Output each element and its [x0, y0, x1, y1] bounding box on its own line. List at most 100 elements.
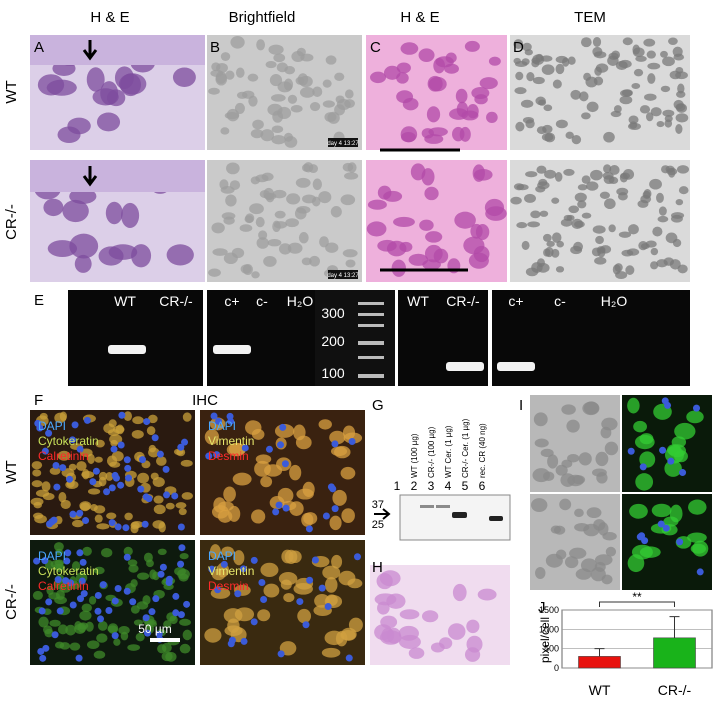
row-label: CR-/-	[3, 584, 20, 620]
cell	[563, 168, 575, 176]
cell	[342, 249, 358, 258]
cell	[468, 252, 489, 269]
lane-number: 4	[445, 479, 452, 493]
cell	[433, 58, 445, 74]
cell	[666, 167, 678, 176]
cell	[81, 468, 90, 480]
cell	[127, 644, 141, 651]
lane-number: 3	[428, 479, 435, 493]
cell	[408, 253, 429, 266]
cell	[143, 552, 153, 563]
nucleus	[63, 557, 71, 565]
cell	[148, 444, 156, 453]
cell	[570, 89, 581, 100]
cell	[57, 450, 71, 461]
cell	[536, 126, 547, 135]
cell	[662, 56, 675, 67]
cell	[401, 132, 416, 143]
cell	[594, 561, 606, 572]
cell	[93, 566, 105, 575]
cell	[379, 570, 401, 587]
cell	[421, 610, 439, 623]
cell	[647, 62, 661, 70]
cell	[635, 473, 654, 491]
nucleus	[76, 509, 84, 517]
cell	[618, 59, 632, 69]
cell	[224, 625, 243, 637]
cell	[92, 88, 119, 106]
panel-letter: A	[34, 39, 44, 56]
cell	[601, 417, 618, 431]
nucleus	[213, 451, 221, 459]
row-label: WT	[3, 80, 20, 103]
cell	[221, 212, 236, 220]
cell	[221, 546, 234, 557]
lane-label: WT Cer. (1 µg)	[444, 425, 453, 478]
cell	[424, 134, 444, 144]
cell	[344, 89, 354, 99]
cell	[581, 212, 592, 219]
cell	[522, 116, 535, 124]
cell	[58, 491, 67, 503]
cell	[567, 453, 580, 463]
cell	[249, 203, 264, 215]
cell	[322, 79, 332, 88]
cell	[240, 264, 252, 274]
y-tick-label: 1500	[539, 605, 559, 615]
ihc-title: IHC	[192, 392, 218, 409]
cell	[603, 175, 615, 185]
nucleus	[111, 597, 119, 605]
nucleus	[171, 492, 179, 500]
cell	[289, 501, 304, 516]
nucleus	[239, 565, 247, 573]
nucleus	[258, 578, 266, 586]
nucleus	[110, 445, 118, 453]
bar	[653, 637, 696, 669]
nucleus	[142, 614, 150, 622]
stain-label: Vimentin	[208, 564, 254, 578]
cell	[108, 244, 138, 260]
cell	[669, 504, 683, 523]
cell	[260, 562, 279, 577]
cell	[271, 125, 284, 133]
nucleus	[125, 474, 133, 482]
cell	[530, 498, 548, 513]
cell	[532, 76, 545, 85]
cell	[380, 615, 398, 629]
cell	[128, 564, 139, 573]
cell	[676, 165, 690, 174]
cell	[62, 199, 89, 223]
panel-letter: E	[34, 292, 44, 309]
nucleus	[183, 600, 191, 608]
cell	[396, 72, 409, 84]
cell	[76, 461, 87, 471]
panel-letter: F	[34, 392, 43, 409]
cell	[226, 108, 240, 122]
cell	[632, 44, 640, 55]
cell	[546, 240, 555, 248]
ladder-bands	[358, 302, 384, 378]
cell	[544, 169, 557, 179]
cell	[267, 103, 283, 116]
cell	[427, 75, 443, 92]
cell	[621, 249, 634, 257]
cell	[536, 262, 550, 273]
cell	[152, 520, 165, 529]
nucleus	[103, 488, 111, 496]
cell	[660, 50, 668, 58]
nucleus	[148, 608, 156, 616]
stain-label: Calretinin	[38, 449, 89, 463]
y-axis-label: pixel/cell	[538, 617, 552, 663]
cell	[332, 489, 347, 506]
cell	[54, 515, 63, 525]
nucleus	[627, 447, 635, 455]
cell	[471, 86, 490, 99]
cell	[105, 472, 114, 481]
cell	[101, 548, 113, 558]
cell	[157, 548, 167, 556]
cell	[146, 426, 156, 436]
lane-label: c-	[554, 293, 566, 309]
cell	[137, 572, 150, 580]
cell	[426, 106, 441, 123]
arrow	[82, 40, 98, 61]
